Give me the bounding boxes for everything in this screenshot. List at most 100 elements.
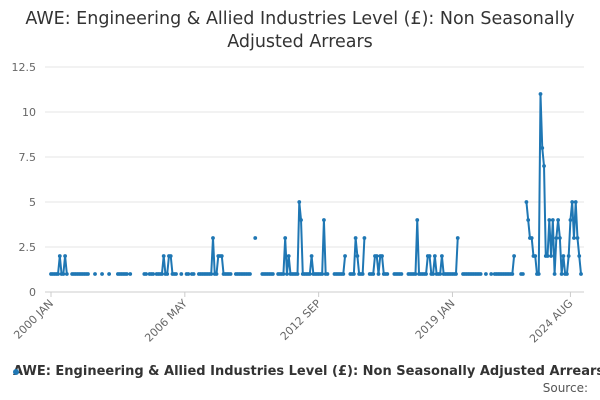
data-point[interactable] — [529, 236, 534, 240]
data-point[interactable] — [554, 236, 559, 240]
data-point[interactable] — [575, 236, 580, 240]
data-point[interactable] — [100, 272, 104, 276]
data-point[interactable] — [538, 92, 543, 96]
data-point[interactable] — [557, 236, 562, 240]
data-point[interactable] — [297, 200, 302, 204]
data-point[interactable] — [322, 218, 326, 222]
data-point[interactable] — [570, 200, 575, 204]
data-point[interactable] — [325, 272, 330, 276]
data-point[interactable] — [399, 272, 404, 276]
source-label: Source: — [542, 381, 588, 395]
data-point[interactable] — [355, 254, 360, 258]
data-point[interactable] — [161, 254, 166, 258]
data-point[interactable] — [228, 272, 233, 276]
data-point[interactable] — [341, 272, 346, 276]
data-point[interactable] — [549, 254, 553, 258]
data-point[interactable] — [572, 236, 576, 240]
data-point[interactable] — [577, 254, 582, 258]
data-point[interactable] — [93, 272, 97, 276]
data-point[interactable] — [283, 236, 288, 240]
data-point[interactable] — [376, 272, 381, 276]
data-point[interactable] — [533, 254, 538, 258]
data-point[interactable] — [371, 272, 376, 276]
data-point[interactable] — [63, 254, 67, 258]
data-point[interactable] — [57, 254, 62, 258]
data-point[interactable] — [413, 272, 418, 276]
data-point[interactable] — [432, 254, 437, 258]
data-point[interactable] — [565, 272, 569, 276]
data-point[interactable] — [165, 272, 170, 276]
data-point[interactable] — [526, 218, 531, 222]
data-point[interactable] — [374, 254, 379, 258]
data-point[interactable] — [219, 254, 224, 258]
data-point[interactable] — [299, 218, 303, 222]
data-point[interactable] — [107, 272, 112, 276]
data-point[interactable] — [211, 236, 215, 240]
data-point[interactable] — [270, 272, 275, 276]
data-point[interactable] — [547, 218, 552, 222]
data-point[interactable] — [385, 272, 390, 276]
data-point[interactable] — [86, 272, 90, 276]
data-point[interactable] — [151, 272, 156, 276]
data-point[interactable] — [455, 236, 460, 240]
data-point[interactable] — [559, 272, 564, 276]
data-point[interactable] — [307, 272, 312, 276]
data-point[interactable] — [552, 272, 557, 276]
data-point[interactable] — [440, 254, 444, 258]
data-point[interactable] — [64, 272, 69, 276]
data-point[interactable] — [573, 200, 578, 204]
data-point[interactable] — [431, 272, 435, 276]
data-point[interactable] — [542, 164, 546, 168]
data-point[interactable] — [568, 218, 573, 222]
data-point[interactable] — [124, 272, 129, 276]
data-point[interactable] — [309, 254, 314, 258]
data-point[interactable] — [512, 254, 516, 258]
data-point[interactable] — [353, 236, 358, 240]
data-point[interactable] — [438, 272, 443, 276]
data-point[interactable] — [362, 236, 367, 240]
data-point[interactable] — [351, 272, 356, 276]
data-point[interactable] — [579, 272, 583, 276]
data-point[interactable] — [540, 146, 545, 150]
data-point[interactable] — [285, 272, 289, 276]
data-point[interactable] — [524, 200, 529, 204]
data-point[interactable] — [545, 254, 550, 258]
data-point[interactable] — [380, 254, 384, 258]
legend[interactable]: AWE: Engineering & Allied Industries Lev… — [8, 364, 600, 379]
data-point[interactable] — [209, 272, 214, 276]
data-point[interactable] — [520, 272, 525, 276]
data-point[interactable] — [56, 272, 60, 276]
data-point[interactable] — [174, 272, 178, 276]
data-point[interactable] — [168, 254, 173, 258]
data-point[interactable] — [427, 254, 432, 258]
data-point[interactable] — [556, 218, 561, 222]
data-point[interactable] — [295, 272, 300, 276]
data-point[interactable] — [128, 272, 133, 276]
data-point[interactable] — [248, 272, 252, 276]
data-point[interactable] — [343, 254, 347, 258]
data-point[interactable] — [286, 254, 291, 258]
data-point[interactable] — [536, 272, 541, 276]
data-point[interactable] — [484, 272, 488, 276]
y-tick-label: 12.5 — [12, 61, 37, 74]
data-point[interactable] — [550, 218, 555, 222]
data-point[interactable] — [360, 272, 365, 276]
data-point[interactable] — [424, 272, 428, 276]
data-point[interactable] — [566, 254, 571, 258]
data-point[interactable] — [61, 272, 66, 276]
data-point[interactable] — [253, 236, 258, 240]
data-point[interactable] — [179, 272, 184, 276]
data-point[interactable] — [561, 254, 566, 258]
data-point[interactable] — [214, 272, 219, 276]
data-point[interactable] — [144, 272, 148, 276]
data-point[interactable] — [160, 272, 164, 276]
data-point[interactable] — [510, 272, 515, 276]
data-point[interactable] — [191, 272, 196, 276]
data-point[interactable] — [454, 272, 458, 276]
data-point[interactable] — [281, 272, 286, 276]
data-point[interactable] — [186, 272, 191, 276]
data-point[interactable] — [320, 272, 325, 276]
data-point[interactable] — [489, 272, 494, 276]
data-point[interactable] — [478, 272, 483, 276]
data-point[interactable] — [415, 218, 420, 222]
